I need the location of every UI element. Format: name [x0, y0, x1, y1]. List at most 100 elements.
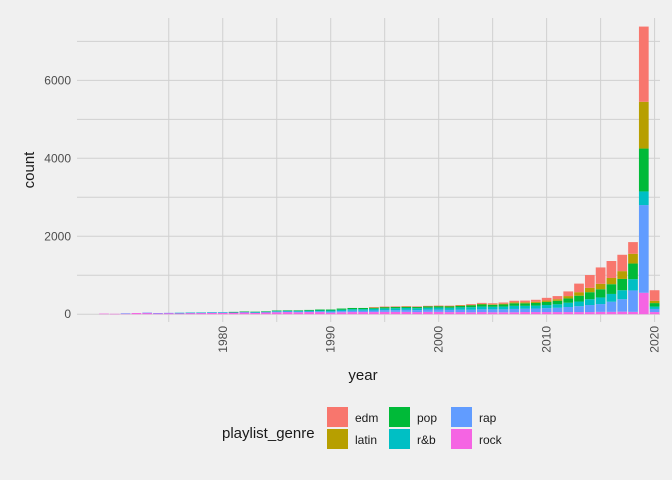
bar-segment-rap-2007: [509, 308, 520, 313]
bar-segment-rock-2012: [563, 312, 574, 315]
x-tick-label: 2000: [432, 326, 446, 353]
bar-segment-pop-2008: [520, 303, 530, 306]
bar-segment-rock-1981: [228, 312, 239, 315]
x-axis-title: year: [348, 367, 377, 384]
bar-segment-rock-2011: [552, 312, 563, 315]
bar-segment-latin-2005: [487, 304, 498, 305]
bar-segment-edm-2011: [552, 296, 563, 300]
bar-segment-rb-1976: [174, 312, 185, 314]
bar-segment-rock-2019: [638, 292, 649, 315]
bar-segment-rap-2011: [552, 307, 563, 313]
bar-segment-rap-2003: [466, 309, 476, 313]
bar-segment-edm-2017: [617, 254, 628, 272]
bar-segment-rock-1983: [250, 312, 260, 315]
bar-segment-edm-2013: [574, 283, 584, 293]
bar-segment-latin-2016: [606, 277, 617, 285]
bar-segment-pop-2002: [455, 305, 466, 308]
bar-segment-rb-1997: [401, 307, 412, 310]
bar-segment-rock-2002: [455, 312, 466, 315]
bar-segment-rb-1977: [185, 312, 196, 314]
legend-key-rap: [451, 407, 472, 427]
bar-segment-pop-2009: [530, 302, 541, 306]
legend-label-edm: edm: [355, 411, 378, 425]
bar-segment-rock-2003: [466, 312, 476, 315]
bar-segment-latin-2009: [530, 301, 541, 303]
y-tick-label: 4000: [44, 151, 71, 165]
legend-label-pop: pop: [417, 411, 437, 425]
bar-segment-rock-1995: [379, 311, 390, 315]
bar-segment-rap-1995: [379, 310, 390, 312]
bar-segment-edm-2006: [498, 302, 509, 304]
legend-key-rb: [389, 429, 410, 449]
bar-segment-rb-1993: [358, 309, 368, 311]
bar-segment-pop-1983: [250, 311, 260, 313]
bar-segment-rb-2006: [498, 306, 509, 310]
bar-segment-rb-1989: [315, 310, 325, 312]
bar-segment-latin-2008: [520, 302, 530, 304]
legend-label-rap: rap: [479, 411, 497, 425]
bar-segment-rb-1978: [196, 312, 207, 313]
x-tick-label: 2020: [648, 326, 662, 353]
bar-segment-rock-1978: [196, 312, 207, 315]
bar-segment-rb-2003: [466, 307, 476, 310]
bar-segment-edm-2012: [563, 291, 574, 297]
bar-segment-pop-1988: [304, 309, 314, 311]
legend-key-pop: [389, 407, 410, 427]
bar-segment-rb-2015: [595, 297, 606, 305]
bar-segment-latin-2011: [552, 299, 563, 301]
bar-segment-rap-1984: [261, 312, 271, 313]
bar-segment-rap-2013: [574, 306, 584, 313]
bar-segment-rap-1987: [293, 311, 304, 313]
bar-segment-edm-1994: [369, 307, 379, 308]
bar-segment-rock-1982: [239, 312, 250, 315]
bar-segment-rock-1979: [207, 312, 217, 315]
bar-segment-rb-1983: [250, 312, 260, 313]
bar-segment-rb-2018: [628, 279, 638, 291]
bar-segment-pop-1982: [239, 311, 250, 312]
bar-segment-rap-1982: [239, 312, 250, 313]
bar-segment-rap-2014: [584, 305, 595, 313]
bar-segment-rap-1990: [325, 311, 336, 313]
bar-segment-pop-1986: [282, 310, 293, 311]
bar-segment-rock-1975: [163, 313, 174, 315]
bar-segment-rock-2008: [520, 312, 530, 315]
bar-segment-rock-1987: [293, 312, 304, 315]
bar-segment-rock-2014: [584, 312, 595, 315]
bar-segment-rap-2009: [530, 308, 541, 313]
bar-segment-rock-2016: [606, 311, 617, 315]
bar-segment-pop-1996: [390, 306, 401, 309]
bar-segment-edm-2004: [477, 302, 487, 304]
x-tick-label: 2010: [540, 326, 554, 353]
bar-segment-rock-1977: [185, 312, 196, 315]
bar-segment-pop-1985: [271, 310, 282, 312]
bar-segment-rap-2008: [520, 308, 530, 313]
bar-segment-pop-1993: [358, 307, 368, 310]
bar-segment-pop-2004: [477, 304, 487, 307]
bar-segment-rb-2020: [649, 306, 660, 309]
bar-segment-edm-2014: [584, 275, 595, 288]
bar-segment-rb-1984: [261, 311, 271, 313]
bar-segment-edm-2005: [487, 303, 498, 305]
bar-segment-rb-1980: [217, 312, 228, 313]
bar-segment-rb-1994: [369, 308, 379, 311]
bar-segment-pop-1997: [401, 306, 412, 308]
bar-segment-edm-2018: [628, 242, 638, 254]
bar-segment-rock-1984: [261, 312, 271, 315]
bar-segment-edm-1998: [412, 306, 422, 307]
bar-segment-rap-2006: [498, 309, 509, 313]
bar-segment-rap-1971: [120, 313, 131, 314]
bar-segment-edm-2015: [595, 267, 606, 284]
legend-key-rock: [451, 429, 472, 449]
bar-segment-rb-2009: [530, 305, 541, 309]
x-tick-label: 1980: [216, 326, 230, 353]
bar-segment-pop-1990: [325, 309, 336, 311]
bar-segment-rock-1986: [282, 312, 293, 315]
bar-segment-pop-2017: [617, 278, 628, 291]
bar-segment-edm-1995: [379, 306, 390, 308]
bar-segment-latin-2012: [563, 296, 574, 299]
bar-segment-rap-1998: [412, 310, 422, 313]
legend: playlist_genre edm latin pop r&b rap rock: [222, 407, 503, 449]
bar-segment-rap-2004: [477, 309, 487, 313]
bar-segment-pop-1994: [369, 307, 379, 309]
